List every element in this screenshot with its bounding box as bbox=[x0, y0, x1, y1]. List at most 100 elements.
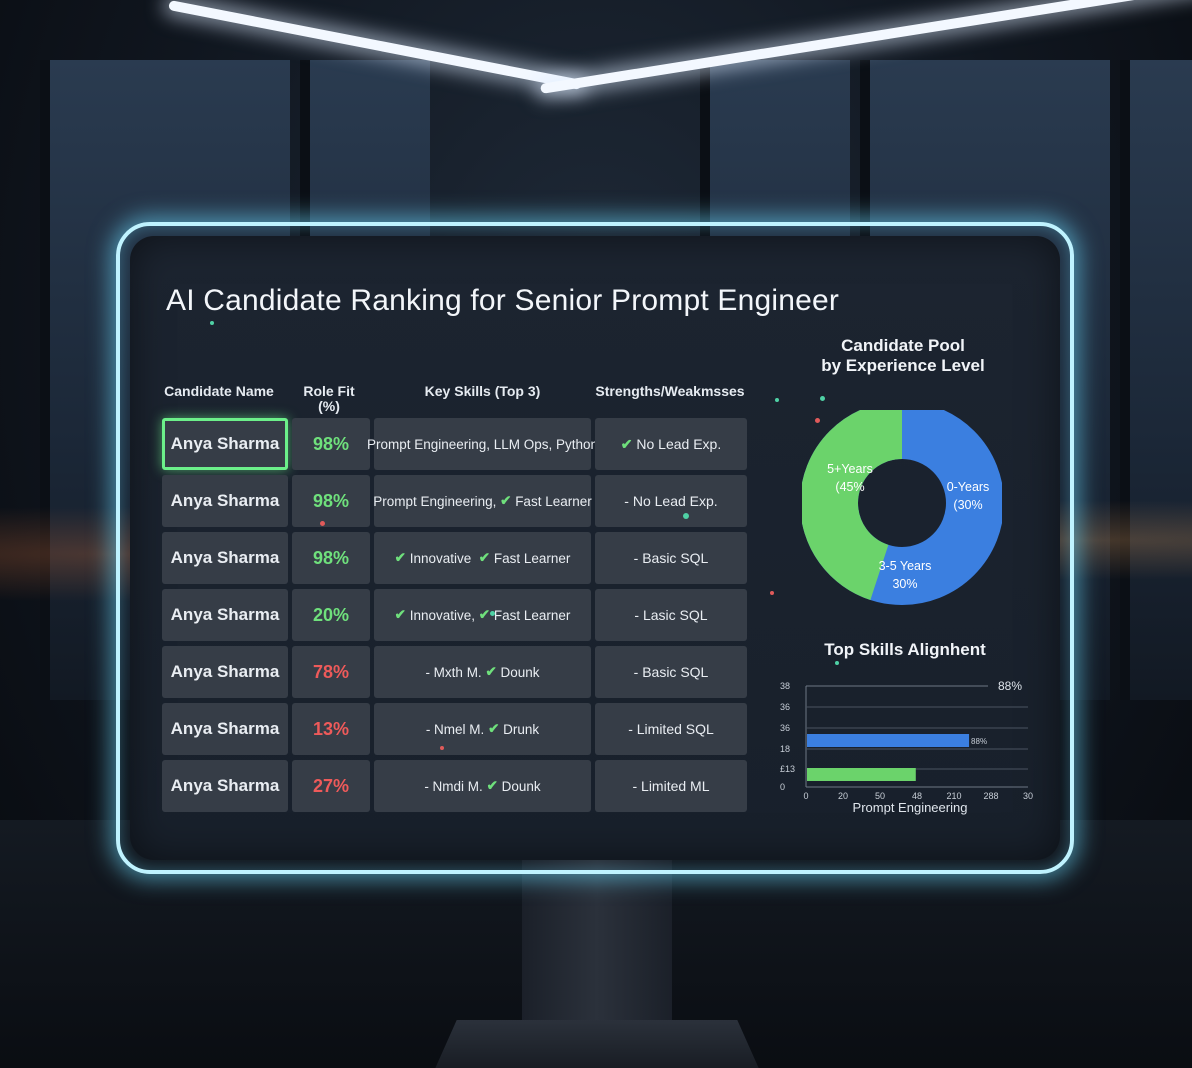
check-icon: ✔ bbox=[394, 607, 406, 622]
x-tick-label: 20 bbox=[838, 791, 848, 801]
key-skills-cell: - Nmdi M. ✔ Dounk bbox=[374, 760, 591, 812]
check-icon: ✔ bbox=[620, 435, 633, 452]
candidate-name-cell[interactable]: Anya Sharma bbox=[162, 646, 288, 698]
particle-dot bbox=[320, 521, 325, 526]
particle-dot bbox=[490, 611, 495, 616]
donut-label-text: 3-5 Years bbox=[878, 559, 932, 573]
monitor-stand-base bbox=[430, 1020, 764, 1068]
donut-label-text: (30% bbox=[953, 498, 983, 512]
skill-text: Innovative, bbox=[409, 607, 475, 623]
candidate-name-cell[interactable]: Anya Sharma bbox=[162, 703, 288, 755]
particle-dot bbox=[775, 398, 779, 402]
particle-dot bbox=[770, 591, 774, 595]
bar-chart-title: Top Skills Alignhent bbox=[824, 640, 986, 659]
key-skills-cell: ✔ Innovative ✔ Fast Learner bbox=[374, 532, 591, 584]
donut-label-text: 5+Years bbox=[827, 462, 873, 476]
y-tick-label: 38 bbox=[780, 681, 790, 691]
x-tick-label: 48 bbox=[912, 791, 922, 801]
particle-dot bbox=[210, 321, 214, 325]
y-tick-label: 0 bbox=[780, 782, 785, 792]
role-fit-cell: 98% bbox=[292, 418, 370, 470]
key-skills-cell: - Mxth M. ✔ Dounk bbox=[374, 646, 591, 698]
key-skills-cell: ✔ Innovative, ✔ Fast Learner bbox=[374, 589, 591, 641]
monitor-stand bbox=[522, 860, 672, 1040]
strengths-cell: - Basic SQL bbox=[595, 532, 747, 584]
check-icon: ✔ bbox=[485, 664, 497, 679]
role-fit-cell: 13% bbox=[292, 703, 370, 755]
particle-dot bbox=[820, 396, 825, 401]
role-fit-cell: 78% bbox=[292, 646, 370, 698]
check-icon: ✔ bbox=[486, 778, 498, 793]
skills-alignment-bar-chart: 88% 38 36 36 18 £13 0 0 20 50 48 210 288 30 88% Pro… bbox=[780, 679, 1033, 815]
bar-value-label: 88% bbox=[971, 737, 987, 746]
key-skills-cell: Prompt Engineering, LLM Ops, Python bbox=[367, 418, 598, 470]
role-fit-cell: 27% bbox=[292, 760, 370, 812]
role-fit-cell: 98% bbox=[292, 532, 370, 584]
check-icon: ✔ bbox=[394, 550, 406, 565]
skill-text: Drunk bbox=[503, 721, 540, 737]
particle-dot bbox=[815, 418, 820, 423]
y-tick-label: 18 bbox=[780, 744, 790, 754]
donut-label-blue-top: 0-Years (30% bbox=[938, 478, 998, 514]
strengths-cell: - No Lead Exp. bbox=[595, 475, 747, 527]
column-header-role-fit-line2: (%) bbox=[318, 398, 340, 414]
x-axis-label: Prompt Engineering bbox=[853, 800, 968, 815]
particle-dot bbox=[835, 661, 839, 665]
donut-label-text: 0-Years bbox=[946, 480, 990, 494]
particle-dot bbox=[440, 746, 444, 750]
candidate-name-cell[interactable]: Anya Sharma bbox=[162, 532, 288, 584]
skill-text: Innovative bbox=[409, 550, 472, 566]
skill-text: Fast Learner bbox=[493, 550, 571, 566]
skill-text: Fast Learner bbox=[493, 607, 571, 623]
skill-bar bbox=[807, 734, 970, 747]
strengths-cell: - Basic SQL bbox=[595, 646, 747, 698]
column-header-strengths[interactable]: Strengths/Weakmsses bbox=[595, 383, 745, 399]
strengths-cell: ✔ No Lead Exp. bbox=[595, 418, 747, 470]
candidate-name-cell[interactable]: Anya Sharma bbox=[162, 475, 288, 527]
candidate-name-cell[interactable]: Anya Sharma bbox=[162, 760, 288, 812]
column-header-role-fit-line1: Role Fit bbox=[303, 383, 355, 399]
candidate-name-cell[interactable]: Anya Sharma bbox=[162, 418, 288, 470]
candidate-name-cell[interactable]: Anya Sharma bbox=[162, 589, 288, 641]
skill-text: Fast Learner bbox=[515, 493, 592, 509]
bar-chart-annotation: 88% bbox=[998, 679, 1022, 693]
x-tick-label: 50 bbox=[875, 791, 885, 801]
strengths-cell: - Lasic SQL bbox=[595, 589, 747, 641]
donut-segment-green bbox=[802, 410, 1002, 605]
dashboard-screen: AI Candidate Ranking for Senior Prompt E… bbox=[130, 236, 1060, 860]
skill-text: - Nmel M. bbox=[425, 721, 485, 737]
window-pane bbox=[1120, 60, 1192, 700]
skill-text: - Nmdi M. bbox=[424, 778, 483, 794]
donut-label-text: 30% bbox=[892, 577, 918, 591]
x-tick-label: 288 bbox=[983, 791, 998, 801]
strength-text: No Lead Exp. bbox=[636, 436, 722, 452]
monitor-bezel bbox=[116, 222, 1074, 874]
check-icon: ✔ bbox=[478, 607, 491, 622]
strengths-cell: - Limited SQL bbox=[595, 703, 747, 755]
donut-label-blue-bottom: 3-5 Years 30% bbox=[865, 557, 945, 593]
y-tick-group: 38 36 36 18 £13 0 bbox=[780, 681, 795, 792]
donut-title-line1: Candidate Pool bbox=[841, 336, 965, 355]
donut-label-green: 5+Years (45% bbox=[820, 460, 880, 496]
y-tick-label: 36 bbox=[780, 702, 790, 712]
x-tick-group: 0 20 50 48 210 288 30 bbox=[803, 791, 1033, 801]
skill-bar bbox=[807, 768, 916, 781]
column-header-name[interactable]: Candidate Name bbox=[164, 383, 274, 399]
x-tick-label: 0 bbox=[803, 791, 808, 801]
role-fit-cell: 20% bbox=[292, 589, 370, 641]
skill-text: Dounk bbox=[500, 664, 540, 680]
particle-dot bbox=[683, 513, 689, 519]
donut-title-line2: by Experience Level bbox=[821, 356, 985, 375]
x-tick-label: 210 bbox=[946, 791, 961, 801]
strengths-cell: - Limited ML bbox=[595, 760, 747, 812]
column-header-key-skills[interactable]: Key Skills (Top 3) bbox=[424, 383, 541, 399]
experience-donut-chart bbox=[802, 410, 1002, 605]
y-tick-label: £13 bbox=[780, 764, 795, 774]
skill-text: - Mxth M. bbox=[425, 664, 482, 680]
y-tick-label: 36 bbox=[780, 723, 790, 733]
page-title: AI Candidate Ranking for Senior Prompt E… bbox=[166, 284, 840, 317]
check-icon: ✔ bbox=[488, 721, 500, 736]
skill-text: Prompt Engineering, bbox=[373, 493, 497, 509]
check-icon: ✔ bbox=[478, 550, 491, 565]
column-header-role-fit[interactable]: Role Fit (%) bbox=[290, 384, 368, 414]
